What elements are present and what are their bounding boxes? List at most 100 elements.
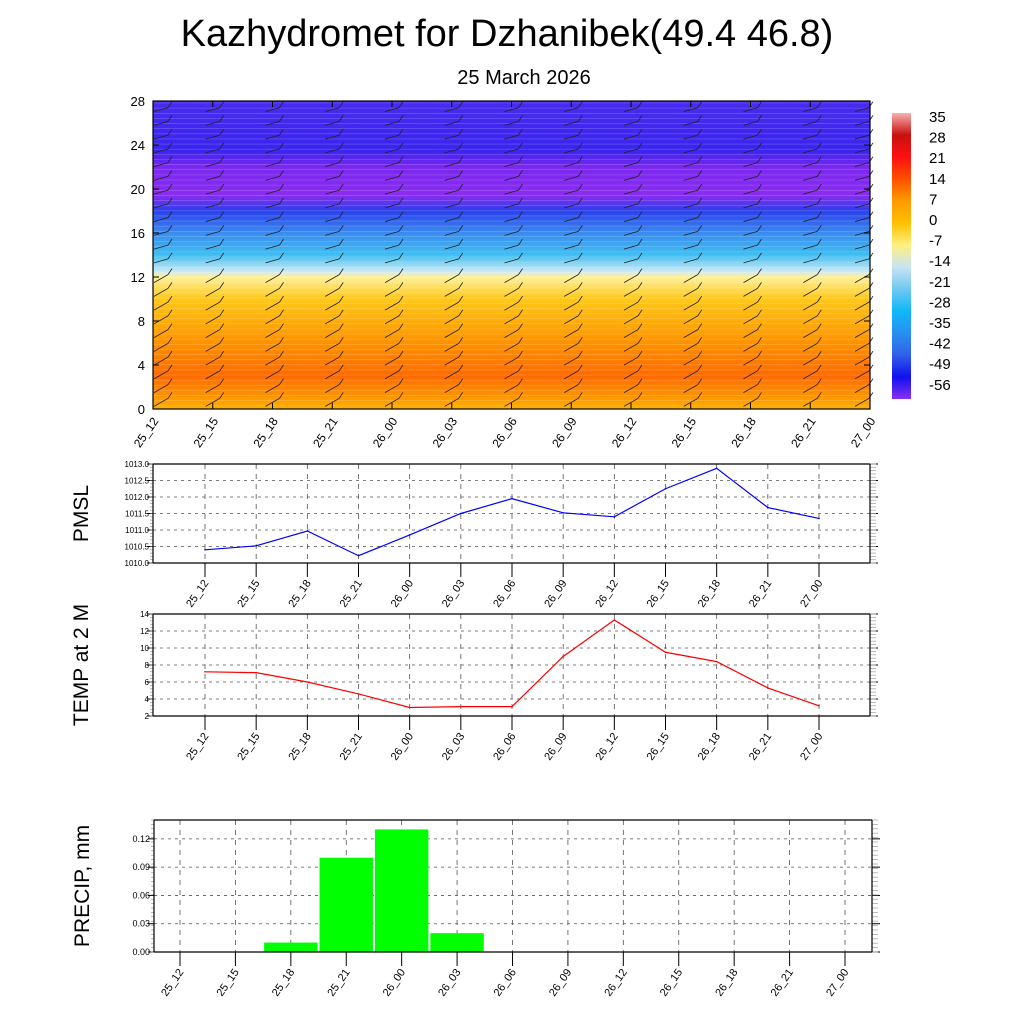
wind-barb: [504, 343, 519, 352]
wind-barb: [205, 217, 220, 223]
wind-barb: [743, 398, 758, 407]
wind-barb: [325, 189, 340, 195]
wind-barb: [564, 258, 579, 264]
wind-barb: [504, 189, 519, 195]
wind-barb-flag: [577, 197, 583, 205]
wind-barb-flag: [757, 350, 762, 358]
wind-barb-flag: [338, 309, 344, 317]
wind-barb-flag: [167, 252, 173, 260]
wind-barb-flag: [697, 101, 703, 108]
wind-barb-flag: [637, 309, 643, 317]
wind-barb: [564, 189, 579, 195]
wind-barb: [153, 398, 169, 407]
precip-bar: [430, 933, 484, 952]
wind-barb: [444, 315, 459, 325]
wind-barb: [854, 384, 870, 393]
wind-barb-flag: [338, 392, 344, 399]
wind-barb: [384, 176, 400, 181]
wind-barb-flag: [816, 295, 822, 303]
wind-barb-flag: [338, 156, 344, 163]
chart-subtitle: 25 March 2026: [457, 67, 591, 89]
wind-barb-flag: [697, 197, 703, 205]
wind-barb: [325, 370, 340, 380]
wind-barb-flag: [279, 101, 284, 108]
wind-barb: [743, 370, 758, 380]
wind-barb: [504, 370, 519, 380]
wind-barb-flag: [697, 252, 703, 260]
wind-barb-flag: [518, 101, 523, 108]
wind-barb: [683, 162, 698, 168]
wind-barb-flag: [518, 197, 523, 205]
wind-barb: [265, 258, 280, 264]
wind-barb: [444, 176, 459, 181]
wind-barb-flag: [816, 197, 822, 205]
y-tick-label: 28: [131, 94, 145, 109]
data-point: [460, 705, 462, 708]
wind-barb-flag: [458, 142, 464, 150]
wind-barb-flag: [637, 268, 643, 275]
wind-barb-flag: [637, 128, 643, 136]
wind-barb-flag: [279, 142, 284, 150]
wind-barb: [743, 203, 758, 209]
data-point: [664, 651, 667, 654]
y-tick-label: 0.06: [132, 890, 150, 900]
wind-barb: [153, 217, 169, 223]
x-tick-label: 26_15: [645, 731, 672, 763]
wind-barb-flag: [518, 142, 523, 150]
x-tick-label: 26_00: [370, 414, 401, 450]
wind-barb-flag: [338, 197, 344, 205]
wind-barb-flag: [167, 309, 173, 317]
colorbar: [892, 113, 911, 399]
wind-barb-flag: [219, 142, 225, 150]
wind-barb: [325, 162, 340, 168]
y-tick-label: 0.12: [132, 834, 150, 844]
wind-barb-flag: [219, 128, 225, 136]
wind-barb: [153, 356, 169, 366]
wind-barb-flag: [577, 350, 583, 358]
wind-barb: [444, 189, 459, 195]
wind-barb: [265, 231, 280, 236]
wind-barb: [205, 315, 220, 325]
wind-barb-flag: [219, 268, 225, 275]
wind-barb: [564, 134, 579, 140]
wind-barb-flag: [398, 378, 404, 385]
x-tick-label: 25_15: [214, 967, 241, 999]
wind-barb-flag: [338, 378, 344, 385]
x-tick-label: 26_18: [696, 578, 723, 610]
wind-barb-flag: [167, 364, 173, 372]
data-point: [715, 467, 718, 470]
wind-barb-flag: [697, 183, 703, 191]
wind-barb: [444, 356, 459, 366]
wind-barb: [504, 398, 519, 407]
wind-barb: [205, 274, 220, 283]
colorbar-label: 7: [929, 191, 937, 208]
wind-barb: [803, 231, 818, 236]
x-tick-label: 26_03: [440, 731, 467, 763]
wind-barb: [444, 258, 459, 264]
wind-barb: [623, 134, 639, 140]
wind-barb-flag: [398, 115, 404, 122]
x-tick-label: 26_15: [669, 414, 700, 450]
wind-barb-flag: [219, 252, 225, 260]
wind-barb-flag: [637, 282, 643, 289]
wind-barb: [564, 301, 579, 311]
wind-barb: [504, 244, 519, 250]
wind-barb: [623, 162, 639, 168]
wind-barb-flag: [577, 142, 583, 150]
wind-barb: [444, 301, 459, 311]
wind-barb: [153, 384, 169, 393]
wind-barb: [743, 343, 758, 352]
wind-barb-flag: [167, 378, 173, 385]
wind-barb-flag: [279, 337, 284, 344]
wind-barb: [854, 274, 870, 283]
wind-barb: [623, 384, 639, 393]
precip-bar: [264, 942, 318, 952]
x-tick-label: 25_15: [191, 414, 222, 450]
wind-barb: [683, 244, 698, 250]
wind-barb: [265, 384, 280, 393]
wind-barb-flag: [637, 295, 643, 303]
wind-barb: [683, 274, 698, 283]
data-point: [818, 705, 820, 707]
x-tick-label: 25_18: [250, 414, 281, 450]
colorbar-label: -42: [929, 336, 951, 353]
